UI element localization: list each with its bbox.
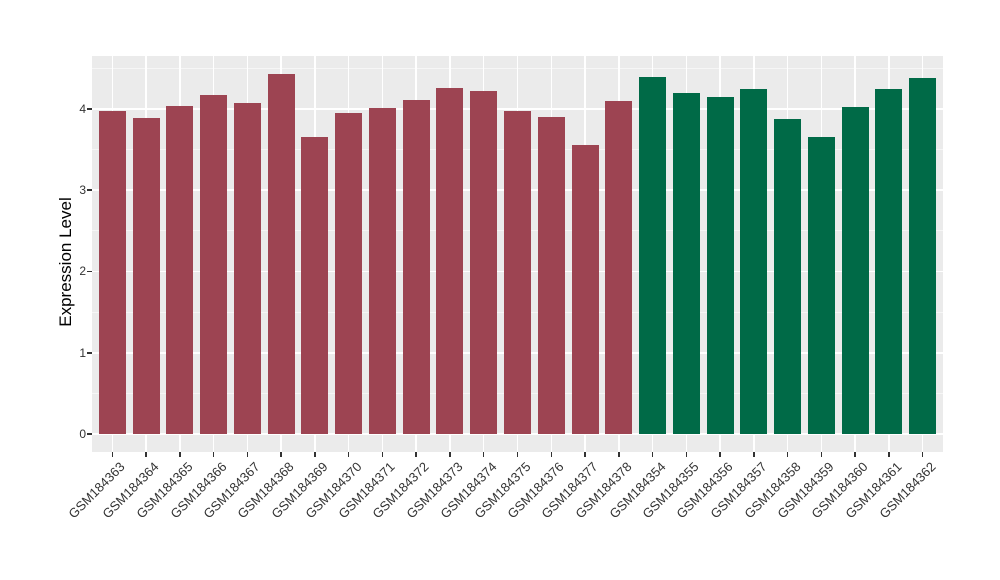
- bar-GSM184367: [233, 103, 261, 435]
- y-tick-label: 2: [79, 264, 86, 279]
- x-axis-tick: [786, 452, 789, 457]
- x-axis-tick: [111, 452, 113, 457]
- x-axis-tick: [651, 452, 654, 457]
- bar-GSM184357: [740, 89, 768, 435]
- bar-GSM184365: [166, 105, 194, 435]
- x-axis-tick: [888, 452, 890, 457]
- bar-GSM184355: [672, 93, 700, 435]
- x-axis-tick: [381, 452, 384, 457]
- x-axis-tick: [179, 452, 181, 457]
- x-axis-tick: [449, 452, 451, 457]
- bar-GSM184360: [841, 107, 869, 435]
- bar-GSM184377: [571, 145, 599, 435]
- bar-GSM184373: [436, 87, 464, 435]
- bar-GSM184363: [98, 111, 126, 435]
- bar-GSM184370: [335, 112, 363, 435]
- x-axis-tick: [618, 452, 620, 457]
- y-tick-label: 3: [79, 183, 86, 198]
- x-axis-tick: [314, 452, 316, 457]
- x-axis-tick: [415, 452, 417, 457]
- x-axis-tick: [280, 452, 282, 457]
- bar-GSM184372: [402, 99, 430, 435]
- x-axis-tick: [482, 452, 485, 457]
- x-axis-tick: [212, 452, 215, 457]
- x-axis-tick: [550, 452, 553, 457]
- x-axis-tick: [246, 452, 249, 457]
- bar-GSM184361: [875, 88, 903, 435]
- y-axis-tick: [86, 189, 92, 191]
- x-axis-tick: [921, 452, 924, 457]
- x-axis-tick: [685, 452, 688, 457]
- y-tick-label: 1: [79, 345, 86, 360]
- bar-GSM184368: [267, 73, 295, 435]
- x-axis-tick: [516, 452, 519, 457]
- bar-GSM184354: [639, 77, 667, 435]
- x-axis-tick: [719, 452, 721, 457]
- bar-GSM184375: [504, 110, 531, 435]
- bar-GSM184359: [807, 136, 835, 435]
- bar-GSM184362: [909, 77, 937, 435]
- plot-panel: [92, 56, 943, 452]
- x-axis-tick: [584, 452, 586, 457]
- bar-GSM184356: [706, 97, 734, 435]
- y-axis-tick: [86, 433, 92, 435]
- bar-GSM184358: [774, 119, 802, 435]
- x-axis-tick: [854, 452, 856, 457]
- y-axis-tick: [86, 270, 92, 273]
- bar-GSM184376: [537, 117, 565, 435]
- x-axis-tick: [820, 452, 823, 457]
- bar-GSM184371: [368, 108, 396, 435]
- bar-GSM184364: [132, 117, 160, 435]
- y-tick-label: 0: [79, 427, 86, 442]
- y-axis-tick: [86, 108, 92, 110]
- x-axis-tick: [753, 452, 755, 457]
- bar-GSM184374: [470, 90, 498, 435]
- bar-GSM184378: [605, 100, 633, 435]
- bar-GSM184369: [301, 137, 329, 435]
- x-axis-tick: [145, 452, 147, 457]
- bar-GSM184366: [200, 95, 228, 435]
- y-axis-title: Expression Level: [56, 197, 75, 327]
- y-axis-tick: [86, 352, 92, 354]
- y-tick-label: 4: [79, 101, 86, 116]
- x-axis-tick: [347, 452, 350, 457]
